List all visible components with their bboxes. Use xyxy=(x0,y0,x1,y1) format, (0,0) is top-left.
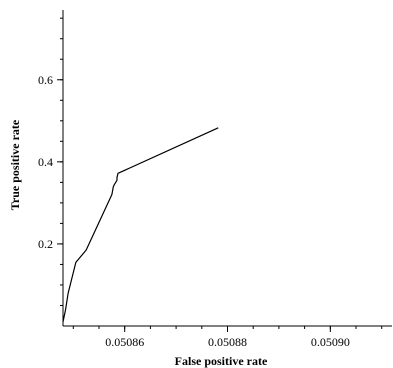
roc-curve-line xyxy=(62,127,219,323)
axes xyxy=(62,10,392,327)
x-tick-label: 0.05086 xyxy=(105,335,144,349)
y-axis-title: True positive rate xyxy=(8,119,22,210)
y-tick-label: 0.2 xyxy=(38,237,53,251)
ticks xyxy=(57,17,383,332)
y-tick-label: 0.6 xyxy=(38,73,53,87)
tick-labels: 0.05086 0.05088 0.05090 0.2 0.4 0.6 xyxy=(38,73,350,349)
y-tick-label: 0.4 xyxy=(38,155,53,169)
x-tick-label: 0.05090 xyxy=(311,335,350,349)
x-tick-label: 0.05088 xyxy=(208,335,247,349)
x-axis-title: False positive rate xyxy=(175,354,268,368)
series xyxy=(62,127,219,323)
